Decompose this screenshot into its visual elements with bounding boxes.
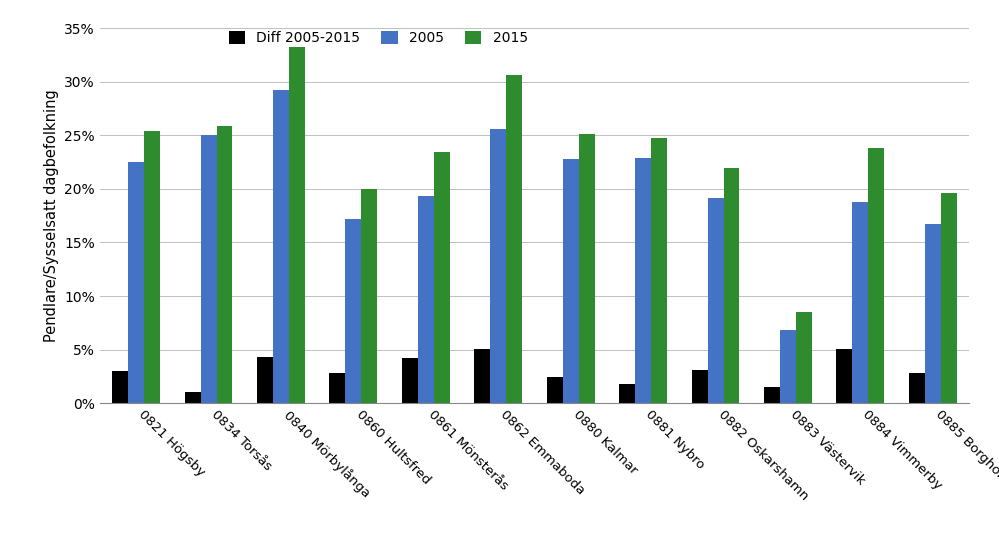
Bar [909, 373, 925, 403]
Bar [868, 148, 884, 403]
Bar [273, 90, 289, 403]
Bar [434, 152, 450, 403]
Bar [707, 198, 723, 403]
Bar [217, 125, 233, 403]
Y-axis label: Pendlare/Sysselsatt dagbefolkning: Pendlare/Sysselsatt dagbefolkning [44, 89, 59, 342]
Bar [651, 138, 667, 403]
Bar [362, 189, 378, 403]
Bar [796, 312, 812, 403]
Bar [925, 224, 941, 403]
Bar [723, 169, 739, 403]
Bar [418, 197, 434, 403]
Bar [836, 348, 852, 403]
Bar [289, 47, 305, 403]
Bar [475, 348, 491, 403]
Bar [201, 135, 217, 403]
Bar [346, 219, 362, 403]
Bar [506, 75, 522, 403]
Bar [185, 393, 201, 403]
Bar [144, 131, 160, 403]
Bar [780, 330, 796, 403]
Bar [578, 134, 594, 403]
Bar [128, 162, 144, 403]
Bar [941, 193, 957, 403]
Bar [112, 371, 128, 403]
Bar [852, 202, 868, 403]
Bar [764, 387, 780, 403]
Bar [635, 158, 651, 403]
Bar [562, 159, 578, 403]
Bar [402, 358, 418, 403]
Bar [619, 384, 635, 403]
Bar [691, 370, 707, 403]
Bar [330, 373, 346, 403]
Bar [546, 377, 562, 403]
Bar [491, 129, 506, 403]
Bar [257, 357, 273, 403]
Legend: Diff 2005-2015, 2005, 2015: Diff 2005-2015, 2005, 2015 [229, 31, 527, 45]
